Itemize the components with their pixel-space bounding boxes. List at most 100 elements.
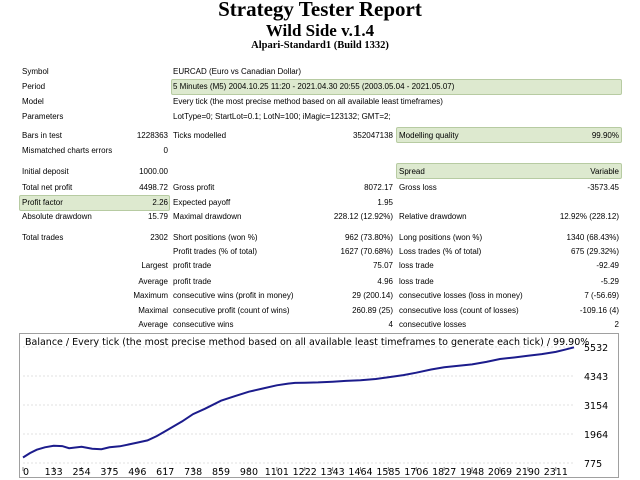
largest-profit-label: profit trade — [173, 261, 212, 270]
net-profit-value: 4498.72 — [139, 183, 168, 192]
max-consecutive-wins-value: 29 (200.14) — [352, 291, 393, 300]
net-profit-label: Total net profit — [22, 183, 73, 192]
average-consecutive-label: Average — [138, 320, 168, 329]
max-consecutive-losses-label: consecutive losses (loss in money) — [399, 291, 523, 300]
period-highlight — [171, 79, 622, 95]
average-profit-value: 4.96 — [377, 277, 393, 286]
quality-highlight — [396, 127, 622, 143]
expected-payoff-label: Expected payoff — [173, 198, 231, 207]
average-consecutive-wins-label: consecutive wins — [173, 320, 234, 329]
mismatch-value: 0 — [163, 146, 168, 155]
average-loss-value: -5.29 — [600, 277, 619, 286]
x-axis-ticks: 0 133 254 375 496 617 738 859 980 1101 1222 1343 146… — [22, 467, 568, 478]
maximal-consecutive-loss-label: consecutive loss (count of losses) — [399, 306, 519, 315]
y-tick-label: 5532 — [584, 343, 608, 354]
x-tick-label: 980 — [240, 467, 258, 478]
ticks-label: Ticks modelled — [173, 131, 227, 140]
x-tick-label: 0 — [23, 467, 29, 478]
x-tick-label: 254 — [72, 467, 90, 478]
relative-drawdown-label: Relative drawdown — [399, 212, 467, 221]
model-value: Every tick (the most precise method base… — [173, 97, 443, 106]
gross-loss-value: -3573.45 — [587, 183, 619, 192]
x-tick-label: 375 — [100, 467, 118, 478]
relative-drawdown-value: 12.92% (228.12) — [559, 212, 619, 221]
gross-loss-label: Gross loss — [399, 183, 437, 192]
mismatch-label: Mismatched charts errors — [22, 146, 113, 155]
average-consecutive-wins-value: 4 — [388, 320, 393, 329]
maximal-consecutive-loss-value: -109.16 (4) — [579, 306, 619, 315]
spread-highlight — [396, 163, 622, 179]
x-tick-label: 133 — [45, 467, 63, 478]
y-tick-label: 3154 — [584, 401, 608, 412]
ticks-value: 352047138 — [352, 131, 393, 140]
y-tick-label: 4343 — [584, 372, 608, 383]
long-positions-value: 1340 (68.43%) — [566, 233, 619, 242]
maximal-consecutive-profit-value: 260.89 (25) — [352, 306, 393, 315]
average-profit-label: profit trade — [173, 277, 212, 286]
maximal-drawdown-label: Maximal drawdown — [173, 212, 242, 221]
largest-label: Largest — [141, 261, 168, 270]
short-positions-value: 962 (73.80%) — [344, 233, 393, 242]
y-axis-ticks: 775 1964 3154 4343 5532 — [584, 343, 608, 470]
parameters-value: LotType=0; StartLot=0.1; LotN=100; iMagi… — [173, 112, 391, 121]
period-value: 5 Minutes (M5) 2004.10.25 11:20 - 2021.0… — [173, 82, 455, 91]
x-tick-label: 1948 — [460, 467, 484, 478]
maximum-label: Maximum — [133, 291, 168, 300]
profit-factor-highlight — [19, 195, 170, 211]
absolute-drawdown-label: Absolute drawdown — [22, 212, 92, 221]
x-tick-label: 617 — [156, 467, 174, 478]
gross-profit-label: Gross profit — [173, 183, 215, 192]
x-tick-label: 2190 — [516, 467, 540, 478]
spread-value: Variable — [590, 167, 619, 176]
x-tick-label: 496 — [128, 467, 146, 478]
x-tick-label: 738 — [184, 467, 202, 478]
total-trades-label: Total trades — [22, 233, 64, 242]
largest-profit-value: 75.07 — [372, 261, 393, 270]
y-tick-label: 1964 — [584, 430, 608, 441]
profit-factor-value: 2.26 — [152, 198, 168, 207]
largest-loss-label: loss trade — [399, 261, 434, 270]
maximal-drawdown-value: 228.12 (12.92%) — [333, 212, 393, 221]
server-build: Alpari-Standard1 (Build 1332) — [251, 40, 389, 51]
profit-factor-label: Profit factor — [22, 198, 63, 207]
symbol-value: EURCAD (Euro vs Canadian Dollar) — [173, 67, 302, 76]
x-tick-label: 1585 — [376, 467, 400, 478]
maximal-consecutive-profit-label: consecutive profit (count of wins) — [173, 306, 290, 315]
x-tick-label: 1827 — [432, 467, 456, 478]
balance-line — [22, 346, 575, 459]
period-label: Period — [22, 82, 46, 91]
profit-trades-label: Profit trades (% of total) — [173, 247, 258, 256]
profit-trades-value: 1627 (70.68%) — [340, 247, 393, 256]
quality-value: 99.90% — [591, 131, 619, 140]
average-consecutive-losses-value: 2 — [614, 320, 619, 329]
max-consecutive-wins-label: consecutive wins (profit in money) — [173, 291, 294, 300]
balance-chart: Balance / Every tick (the most precise m… — [19, 333, 619, 478]
average-label: Average — [138, 277, 168, 286]
y-tick-label: 775 — [584, 459, 602, 470]
short-positions-label: Short positions (won %) — [173, 233, 258, 242]
average-loss-label: loss trade — [399, 277, 434, 286]
max-consecutive-losses-value: 7 (-56.69) — [584, 291, 619, 300]
largest-loss-value: -92.49 — [596, 261, 619, 270]
average-consecutive-losses-label: consecutive losses — [399, 320, 467, 329]
x-tick-label: 859 — [212, 467, 230, 478]
deposit-label: Initial deposit — [22, 167, 69, 176]
total-trades-value: 2302 — [150, 233, 168, 242]
spread-label: Spread — [399, 167, 425, 176]
loss-trades-label: Loss trades (% of total) — [399, 247, 482, 256]
x-tick-label: 1464 — [348, 467, 372, 478]
bars-label: Bars in test — [22, 131, 63, 140]
x-tick-label: 2311 — [544, 467, 568, 478]
symbol-label: Symbol — [22, 67, 49, 76]
balance-chart-svg: Balance / Every tick (the most precise m… — [19, 333, 619, 478]
bars-value: 1228363 — [136, 131, 168, 140]
maximal-label: Maximal — [138, 306, 168, 315]
x-tick-label: 1101 — [265, 467, 289, 478]
model-label: Model — [22, 97, 44, 106]
report-title: Strategy Tester Report — [218, 0, 422, 21]
x-tick-label: 1343 — [321, 467, 345, 478]
x-tick-label: 1706 — [404, 467, 428, 478]
long-positions-label: Long positions (won %) — [399, 233, 483, 242]
parameters-label: Parameters — [22, 112, 64, 121]
deposit-value: 1000.00 — [139, 167, 168, 176]
